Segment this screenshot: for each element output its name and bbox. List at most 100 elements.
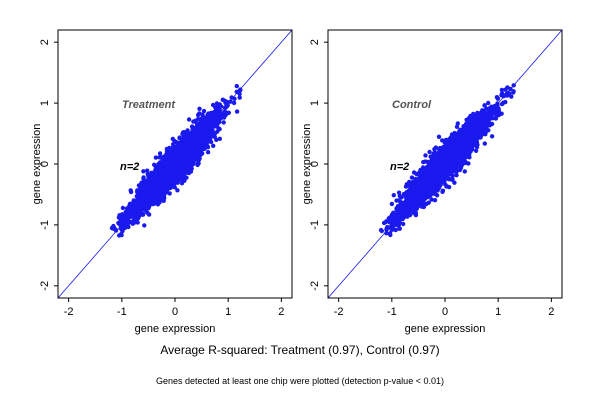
data-point — [217, 126, 222, 132]
data-point — [492, 103, 497, 109]
data-point — [213, 111, 219, 116]
data-point — [461, 124, 466, 129]
panel-label: Treatment — [122, 99, 176, 111]
data-point — [196, 161, 201, 166]
data-point — [182, 157, 187, 163]
data-point — [211, 143, 216, 148]
data-point — [234, 83, 239, 89]
data-point — [157, 151, 163, 156]
data-point — [158, 166, 163, 172]
x-tick-label: -1 — [117, 306, 127, 318]
data-point — [186, 117, 192, 122]
data-point — [156, 190, 161, 195]
data-point — [145, 210, 150, 215]
data-point — [184, 170, 189, 175]
data-point — [116, 215, 122, 220]
data-point — [495, 96, 501, 101]
data-point — [217, 136, 222, 141]
data-point — [391, 193, 396, 198]
data-point — [199, 134, 205, 139]
x-tick-label: 0 — [172, 306, 178, 318]
data-point — [140, 212, 146, 217]
data-point — [409, 175, 415, 180]
data-point — [189, 143, 195, 148]
data-point — [162, 161, 168, 166]
data-point — [409, 184, 414, 189]
data-point — [214, 122, 220, 128]
data-point — [178, 160, 184, 165]
data-point — [234, 89, 239, 95]
data-point — [150, 201, 156, 207]
data-point — [175, 180, 180, 185]
data-point — [172, 185, 177, 190]
data-point — [425, 159, 430, 165]
data-point — [203, 120, 208, 125]
data-point — [148, 188, 153, 193]
data-point — [436, 134, 442, 139]
y-tick-label: 2 — [39, 39, 51, 45]
data-point — [125, 212, 130, 217]
data-point — [388, 232, 393, 238]
data-point — [384, 227, 389, 232]
data-point — [221, 120, 226, 125]
data-point — [186, 135, 191, 140]
data-point — [394, 198, 399, 203]
data-point — [455, 121, 460, 126]
data-point — [143, 187, 148, 192]
data-point — [401, 221, 406, 227]
data-point — [158, 198, 163, 203]
data-point — [118, 232, 124, 237]
data-point — [440, 188, 446, 193]
data-point — [207, 131, 212, 137]
data-point — [201, 124, 206, 129]
data-point — [214, 137, 219, 142]
data-point — [185, 128, 190, 133]
data-point — [231, 100, 237, 106]
data-point — [210, 102, 216, 108]
data-point — [172, 138, 177, 144]
data-point — [175, 188, 180, 193]
data-point — [432, 198, 438, 203]
data-point — [180, 170, 185, 175]
data-point — [204, 116, 209, 122]
data-point — [124, 221, 130, 226]
data-point — [163, 167, 168, 173]
data-point — [503, 87, 508, 92]
data-point — [196, 151, 201, 156]
data-point — [211, 122, 216, 127]
data-point — [454, 173, 459, 178]
data-point — [448, 177, 454, 182]
data-point — [126, 224, 131, 230]
data-point — [197, 111, 202, 116]
data-point — [473, 148, 479, 153]
data-point — [173, 150, 179, 156]
data-point — [197, 106, 202, 112]
data-point — [189, 150, 194, 155]
data-point — [217, 116, 223, 122]
data-point — [153, 167, 158, 173]
data-point — [174, 166, 179, 171]
data-point — [421, 159, 426, 165]
n-label: n=2 — [120, 161, 139, 173]
data-point — [379, 228, 384, 234]
data-point — [178, 165, 184, 170]
data-point — [423, 153, 428, 158]
data-point — [120, 205, 126, 211]
data-point — [198, 141, 203, 147]
data-point — [109, 225, 115, 231]
data-point — [158, 155, 163, 160]
data-point — [151, 184, 157, 189]
data-point — [184, 162, 189, 168]
y-tick-label: 1 — [39, 100, 51, 106]
data-point — [181, 174, 186, 179]
data-point — [426, 200, 431, 205]
data-point — [141, 169, 146, 174]
data-point — [499, 87, 505, 93]
data-point — [128, 188, 133, 193]
data-point — [216, 103, 221, 108]
x-tick-label: 2 — [278, 306, 284, 318]
data-point — [432, 191, 438, 196]
data-point — [389, 216, 394, 222]
